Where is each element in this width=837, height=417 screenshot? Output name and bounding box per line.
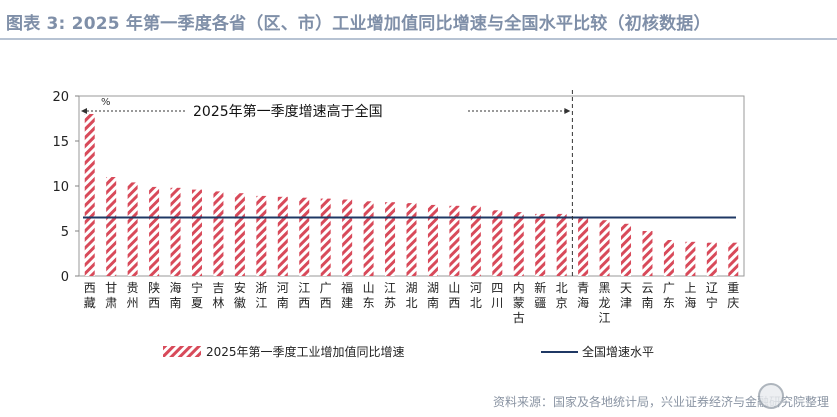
bar — [513, 212, 524, 276]
x-tick-label: 黑龙江 — [599, 281, 611, 325]
annotation-arrowhead-right — [564, 108, 571, 114]
y-tick-label: 0 — [61, 270, 69, 285]
bar — [406, 203, 417, 276]
bar — [106, 177, 117, 276]
x-tick-label: 吉林 — [212, 281, 224, 310]
bar — [578, 218, 589, 276]
bar — [256, 195, 267, 276]
bar — [170, 187, 181, 276]
annotation-arrowhead-left — [81, 108, 87, 114]
y-tick-label: 20 — [52, 90, 69, 105]
x-tick-label: 河南 — [277, 281, 289, 310]
x-tick-label: 江西 — [298, 281, 310, 310]
bar — [728, 242, 739, 276]
bar — [492, 210, 503, 276]
chart-title: 图表 3: 2025 年第一季度各省（区、市）工业增加值同比增速与全国水平比较（… — [6, 14, 711, 34]
bar — [342, 199, 353, 276]
bar — [234, 193, 245, 276]
bar — [599, 220, 610, 276]
x-tick-label: 山东 — [363, 281, 375, 310]
legend-swatch-bar — [163, 346, 201, 357]
bar — [320, 198, 331, 276]
x-tick-label: 湖北 — [405, 280, 417, 310]
bar — [191, 189, 202, 276]
bar — [363, 201, 374, 276]
bar — [449, 205, 460, 276]
bar — [299, 197, 310, 276]
x-tick-label: 广西 — [320, 281, 332, 310]
y-tick-label: 5 — [61, 225, 69, 240]
x-tick-label: 海南 — [170, 280, 182, 310]
x-tick-label: 云南 — [641, 281, 653, 310]
x-tick-label: 新疆 — [534, 280, 546, 310]
x-tick-label: 贵州 — [127, 281, 139, 310]
bar — [621, 223, 632, 276]
x-tick-label: 四川 — [491, 281, 503, 310]
x-tick-label: 重庆 — [727, 281, 739, 310]
source-note: 资料来源：国家及各地统计局，兴业证券经济与金融研究院整理 — [492, 395, 829, 409]
annotation-text: 2025年第一季度增速高于全国 — [193, 103, 383, 120]
x-tick-label: 青海 — [577, 281, 589, 310]
x-tick-label: 甘肃 — [105, 281, 117, 310]
bar — [149, 186, 160, 276]
bar — [84, 114, 95, 276]
title-divider — [0, 38, 837, 40]
y-axis-unit-label: % — [101, 97, 111, 108]
bar — [706, 242, 717, 276]
x-tick-label: 福建 — [341, 280, 353, 310]
bar — [685, 241, 696, 276]
x-tick-label: 内蒙古 — [513, 281, 525, 325]
legend-label-line: 全国增速水平 — [582, 344, 654, 359]
x-tick-label: 河北 — [470, 281, 482, 310]
x-tick-label: 西藏 — [84, 281, 96, 310]
bar — [535, 213, 546, 276]
y-tick-label: 10 — [52, 180, 69, 195]
bar — [427, 204, 438, 276]
x-tick-label: 陕西 — [148, 280, 160, 310]
x-tick-label: 江苏 — [384, 281, 396, 310]
bar — [385, 202, 396, 276]
y-tick-label: 15 — [52, 135, 69, 150]
bar — [277, 196, 288, 276]
legend-label-bar: 2025年第一季度工业增加值同比增速 — [206, 344, 405, 359]
x-tick-label: 安徽 — [234, 280, 246, 310]
x-tick-label: 辽宁 — [706, 281, 718, 310]
x-tick-label: 湖南 — [427, 280, 439, 310]
x-tick-label: 北京 — [556, 281, 568, 310]
bar — [127, 182, 138, 276]
watermark-logo-icon — [758, 383, 784, 409]
bar — [213, 191, 224, 276]
bar — [642, 231, 653, 276]
x-tick-label: 广东 — [663, 281, 675, 310]
bar — [470, 205, 481, 276]
x-tick-label: 宁夏 — [191, 280, 203, 310]
x-tick-label: 上海 — [684, 281, 696, 310]
x-tick-label: 山西 — [448, 281, 460, 310]
bar — [663, 240, 674, 276]
bar — [556, 213, 567, 276]
x-tick-label: 天津 — [620, 281, 632, 310]
x-tick-label: 浙江 — [255, 281, 267, 310]
